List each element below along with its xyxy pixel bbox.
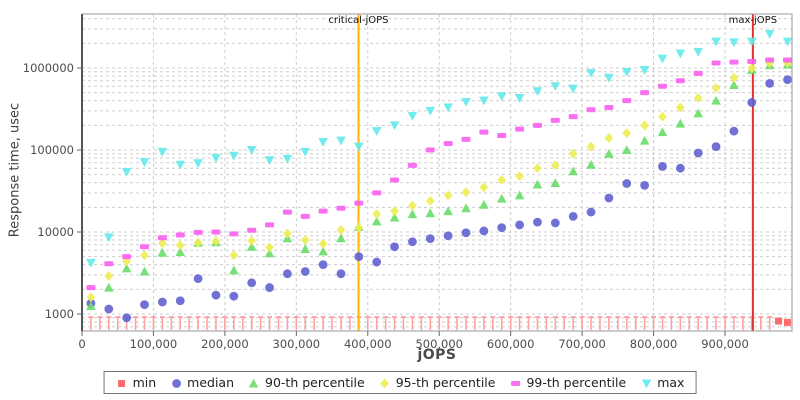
axis-ticks-and-labels: 0 100,000 200,000 300,000 400,000 500,000 600,… xyxy=(23,61,749,351)
series-min-clipped-fence xyxy=(88,316,773,330)
svg-text:500,000: 500,000 xyxy=(415,337,463,351)
annotation-label-critical-jOPS: critical-jOPS xyxy=(328,15,388,26)
series-median xyxy=(86,75,792,323)
legend-label: 99-th percentile xyxy=(526,375,627,390)
series-max xyxy=(86,29,793,268)
svg-text:0: 0 xyxy=(78,337,85,351)
series-99-th percentile xyxy=(86,57,793,291)
svg-text:600,000: 600,000 xyxy=(487,337,535,351)
svg-text:900,000: 900,000 xyxy=(701,337,749,351)
svg-text:700,000: 700,000 xyxy=(558,337,606,351)
diamond-marker-icon xyxy=(380,378,390,388)
legend-item-90-th percentile: 90-th percentile xyxy=(248,375,365,390)
legend-item-min: min xyxy=(116,375,157,390)
legend-item-max: max xyxy=(640,375,684,390)
legend-label: 90-th percentile xyxy=(265,375,365,390)
svg-text:200,000: 200,000 xyxy=(201,337,249,351)
annotation-label-max-jOPS: max-jOPS xyxy=(729,15,777,26)
circle-marker-icon xyxy=(171,378,181,388)
legend-label: 95-th percentile xyxy=(395,375,496,390)
legend-label: median xyxy=(187,375,234,390)
legend-label: max xyxy=(657,375,685,390)
legend-item-median: median xyxy=(170,375,234,390)
hbar-marker-icon xyxy=(510,380,520,386)
svg-text:400,000: 400,000 xyxy=(344,337,392,351)
gridlines xyxy=(82,14,792,331)
svg-text:1000000: 1000000 xyxy=(23,61,74,75)
svg-text:100,000: 100,000 xyxy=(130,337,178,351)
legend-item-95-th percentile: 95-th percentile xyxy=(379,375,496,390)
y-axis-title: Response time, usec xyxy=(7,102,23,238)
svg-text:100000: 100000 xyxy=(30,143,74,157)
x-axis-title: jOPS xyxy=(417,347,457,363)
triangle-down-marker-icon xyxy=(641,379,652,388)
plot-border xyxy=(81,13,793,332)
legend-label: min xyxy=(132,375,157,390)
svg-text:800,000: 800,000 xyxy=(630,337,678,351)
triangle-up-marker-icon xyxy=(249,378,259,387)
legend-item-99-th percentile: 99-th percentile xyxy=(509,375,626,390)
svg-text:300,000: 300,000 xyxy=(273,337,321,351)
chart-legend: min median 90-th percentile 95-th percentil… xyxy=(103,371,697,394)
series-95-th percentile xyxy=(86,58,792,303)
svg-text:1000: 1000 xyxy=(45,307,74,321)
svg-text:10000: 10000 xyxy=(37,225,74,239)
series-min xyxy=(775,317,792,326)
square-marker-icon xyxy=(118,379,126,387)
